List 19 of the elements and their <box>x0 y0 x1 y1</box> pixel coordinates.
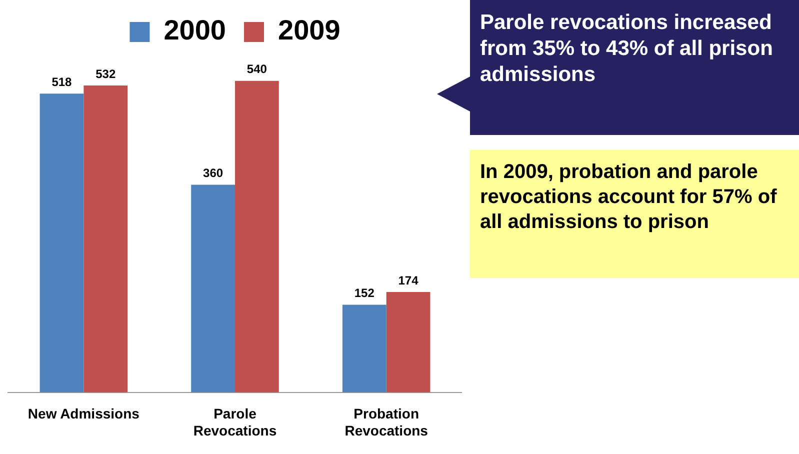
text: Parole revocations increased from 35% to 43% of all prison admissions <box>470 0 799 135</box>
text: In 2009, probation and parole revocations account for 57% of all admissions to prison <box>470 150 799 278</box>
bar <box>342 304 386 392</box>
data-label: 518 <box>52 74 72 89</box>
data-label: 152 <box>354 286 375 300</box>
x-tick-label: New Admissions <box>28 406 140 422</box>
data-label: 360 <box>203 166 224 180</box>
bar <box>191 184 235 392</box>
x-tick-label: Probation Revocations <box>344 406 428 438</box>
bar <box>386 292 430 392</box>
bar <box>84 86 128 392</box>
data-label: 540 <box>246 62 268 76</box>
legend-label: 2009 <box>278 14 340 46</box>
legend-label: 2000 <box>164 14 226 46</box>
bar <box>40 94 84 392</box>
bar <box>235 80 279 392</box>
x-tick-label: Parole Revocations <box>193 406 277 438</box>
data-label: 174 <box>398 273 419 288</box>
data-label: 532 <box>96 66 116 81</box>
